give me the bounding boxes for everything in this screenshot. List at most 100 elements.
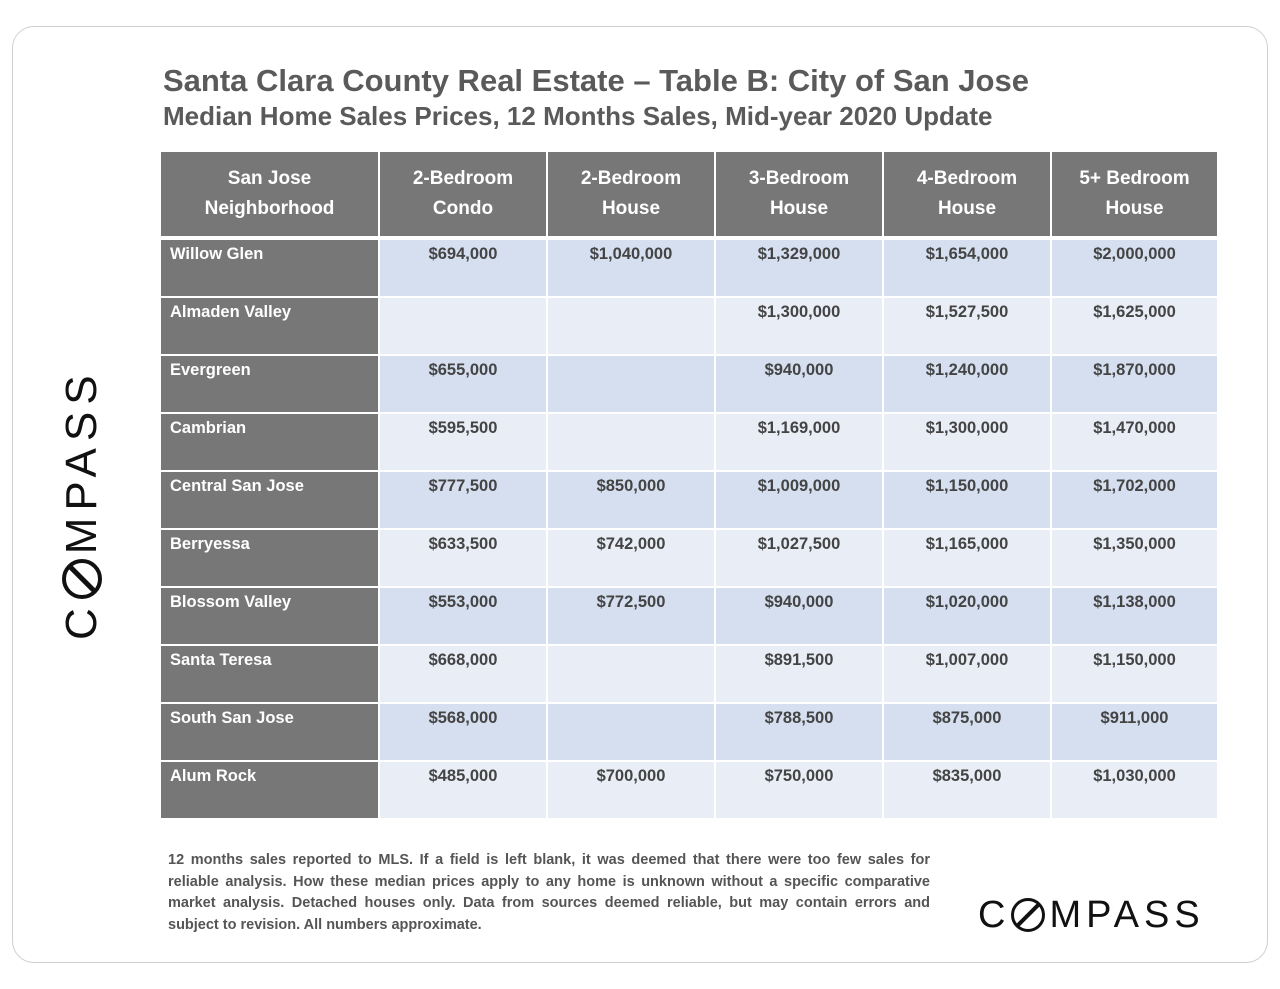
price-cell: $1,300,000	[884, 414, 1050, 472]
compass-logo-o-icon	[1011, 898, 1046, 932]
page-subtitle: Median Home Sales Prices, 12 Months Sale…	[163, 101, 993, 131]
price-cell: $742,000	[548, 530, 714, 588]
price-cell	[548, 298, 714, 356]
column-header-line1: 2-Bedroom	[412, 168, 514, 189]
price-cell: $1,300,000	[716, 298, 882, 356]
column-header: 4-Bedroom House	[884, 152, 1050, 240]
price-cell: $850,000	[548, 472, 714, 530]
price-cell	[548, 646, 714, 704]
neighborhood-cell: Evergreen	[161, 356, 378, 414]
neighborhood-cell: Blossom Valley	[161, 588, 378, 646]
table-row: Blossom Valley $553,000 $772,500 $940,000 $1…	[161, 588, 1217, 646]
compass-logo-vertical: C MPASS	[57, 340, 106, 640]
price-cell: $835,000	[884, 762, 1050, 820]
price-cell: $750,000	[716, 762, 882, 820]
compass-logo-o-icon	[62, 559, 102, 600]
column-header: 3-Bedroom House	[716, 152, 882, 240]
price-cell: $891,500	[716, 646, 882, 704]
price-cell: $1,040,000	[548, 240, 714, 298]
table-row: Alum Rock $485,000 $700,000 $750,000 $835,00…	[161, 762, 1217, 820]
column-header: 2-Bedroom House	[548, 152, 714, 240]
price-cell: $668,000	[380, 646, 546, 704]
column-header-line2: House	[937, 198, 997, 219]
column-header: 5+ Bedroom House	[1052, 152, 1217, 240]
price-cell	[548, 414, 714, 472]
logo-letter-c: C	[57, 601, 106, 640]
price-cell: $911,000	[1052, 704, 1217, 762]
price-cell: $700,000	[548, 762, 714, 820]
price-table: San Jose Neighborhood 2-Bedroom Condo 2-Bedr…	[159, 152, 1219, 820]
neighborhood-cell: Santa Teresa	[161, 646, 378, 704]
column-header-line1: 3-Bedroom	[748, 168, 850, 189]
column-header-line1: 2-Bedroom	[580, 168, 682, 189]
footnote: 12 months sales reported to MLS. If a fi…	[168, 852, 930, 933]
price-cell: $485,000	[380, 762, 546, 820]
price-cell: $1,169,000	[716, 414, 882, 472]
price-cell: $1,150,000	[884, 472, 1050, 530]
price-cell: $1,138,000	[1052, 588, 1217, 646]
price-cell: $1,625,000	[1052, 298, 1217, 356]
price-cell: $694,000	[380, 240, 546, 298]
neighborhood-cell: Alum Rock	[161, 762, 378, 820]
neighborhood-cell: Willow Glen	[161, 240, 378, 298]
price-cell: $1,329,000	[716, 240, 882, 298]
table-row: Central San Jose $777,500 $850,000 $1,009,0…	[161, 472, 1217, 530]
price-cell: $1,702,000	[1052, 472, 1217, 530]
neighborhood-cell: South San Jose	[161, 704, 378, 762]
neighborhood-cell: Central San Jose	[161, 472, 378, 530]
price-cell: $1,654,000	[884, 240, 1050, 298]
price-cell: $1,165,000	[884, 530, 1050, 588]
column-header: 2-Bedroom Condo	[380, 152, 546, 240]
price-cell: $788,500	[716, 704, 882, 762]
table-header-row: San Jose Neighborhood 2-Bedroom Condo 2-Bedr…	[161, 152, 1217, 240]
price-cell	[548, 356, 714, 414]
price-cell: $1,870,000	[1052, 356, 1217, 414]
price-cell: $1,240,000	[884, 356, 1050, 414]
price-cell: $875,000	[884, 704, 1050, 762]
neighborhood-cell: Cambrian	[161, 414, 378, 472]
price-cell: $940,000	[716, 356, 882, 414]
price-cell: $568,000	[380, 704, 546, 762]
table-body: Willow Glen $694,000 $1,040,000 $1,329,000 $…	[161, 240, 1217, 820]
price-cell: $940,000	[716, 588, 882, 646]
price-cell: $772,500	[548, 588, 714, 646]
column-header-line1: 4-Bedroom	[916, 168, 1018, 189]
price-cell: $1,350,000	[1052, 530, 1217, 588]
column-header-line1: 5+ Bedroom	[1079, 168, 1190, 189]
logo-letter-c: C	[978, 893, 1011, 936]
price-cell: $595,500	[380, 414, 546, 472]
price-cell: $655,000	[380, 356, 546, 414]
price-cell: $1,030,000	[1052, 762, 1217, 820]
price-cell: $1,150,000	[1052, 646, 1217, 704]
column-header-line1: San Jose	[227, 168, 312, 189]
column-header-line2: Condo	[432, 198, 494, 219]
price-cell: $777,500	[380, 472, 546, 530]
column-header-neighborhood: San Jose Neighborhood	[161, 152, 378, 240]
price-cell: $1,470,000	[1052, 414, 1217, 472]
column-header-line2: Neighborhood	[204, 198, 335, 219]
price-cell	[548, 704, 714, 762]
title-block: Santa Clara County Real Estate – Table B…	[163, 62, 1029, 132]
price-cell: $1,009,000	[716, 472, 882, 530]
price-cell: $1,020,000	[884, 588, 1050, 646]
neighborhood-cell: Berryessa	[161, 530, 378, 588]
logo-letters-mpass: MPASS	[1049, 893, 1205, 936]
column-header-line2: House	[769, 198, 829, 219]
price-cell: $633,500	[380, 530, 546, 588]
neighborhood-cell: Almaden Valley	[161, 298, 378, 356]
column-header-line2: House	[1105, 198, 1164, 219]
compass-logo-horizontal: C MPASS	[978, 892, 1205, 938]
price-cell	[380, 298, 546, 356]
price-cell: $1,027,500	[716, 530, 882, 588]
price-cell: $1,527,500	[884, 298, 1050, 356]
table-row: Cambrian $595,500 $1,169,000 $1,300,000 $1,4…	[161, 414, 1217, 472]
price-cell: $2,000,000	[1052, 240, 1217, 298]
table-row: South San Jose $568,000 $788,500 $875,000 $9…	[161, 704, 1217, 762]
logo-letters-mpass: MPASS	[57, 368, 106, 555]
column-header-line2: House	[601, 198, 661, 219]
page-title: Santa Clara County Real Estate – Table B…	[163, 63, 1029, 98]
table-row: Willow Glen $694,000 $1,040,000 $1,329,000 $…	[161, 240, 1217, 298]
table-row: Berryessa $633,500 $742,000 $1,027,500 $1,16…	[161, 530, 1217, 588]
price-cell: $1,007,000	[884, 646, 1050, 704]
table-row: Almaden Valley $1,300,000 $1,527,500 $1,625…	[161, 298, 1217, 356]
